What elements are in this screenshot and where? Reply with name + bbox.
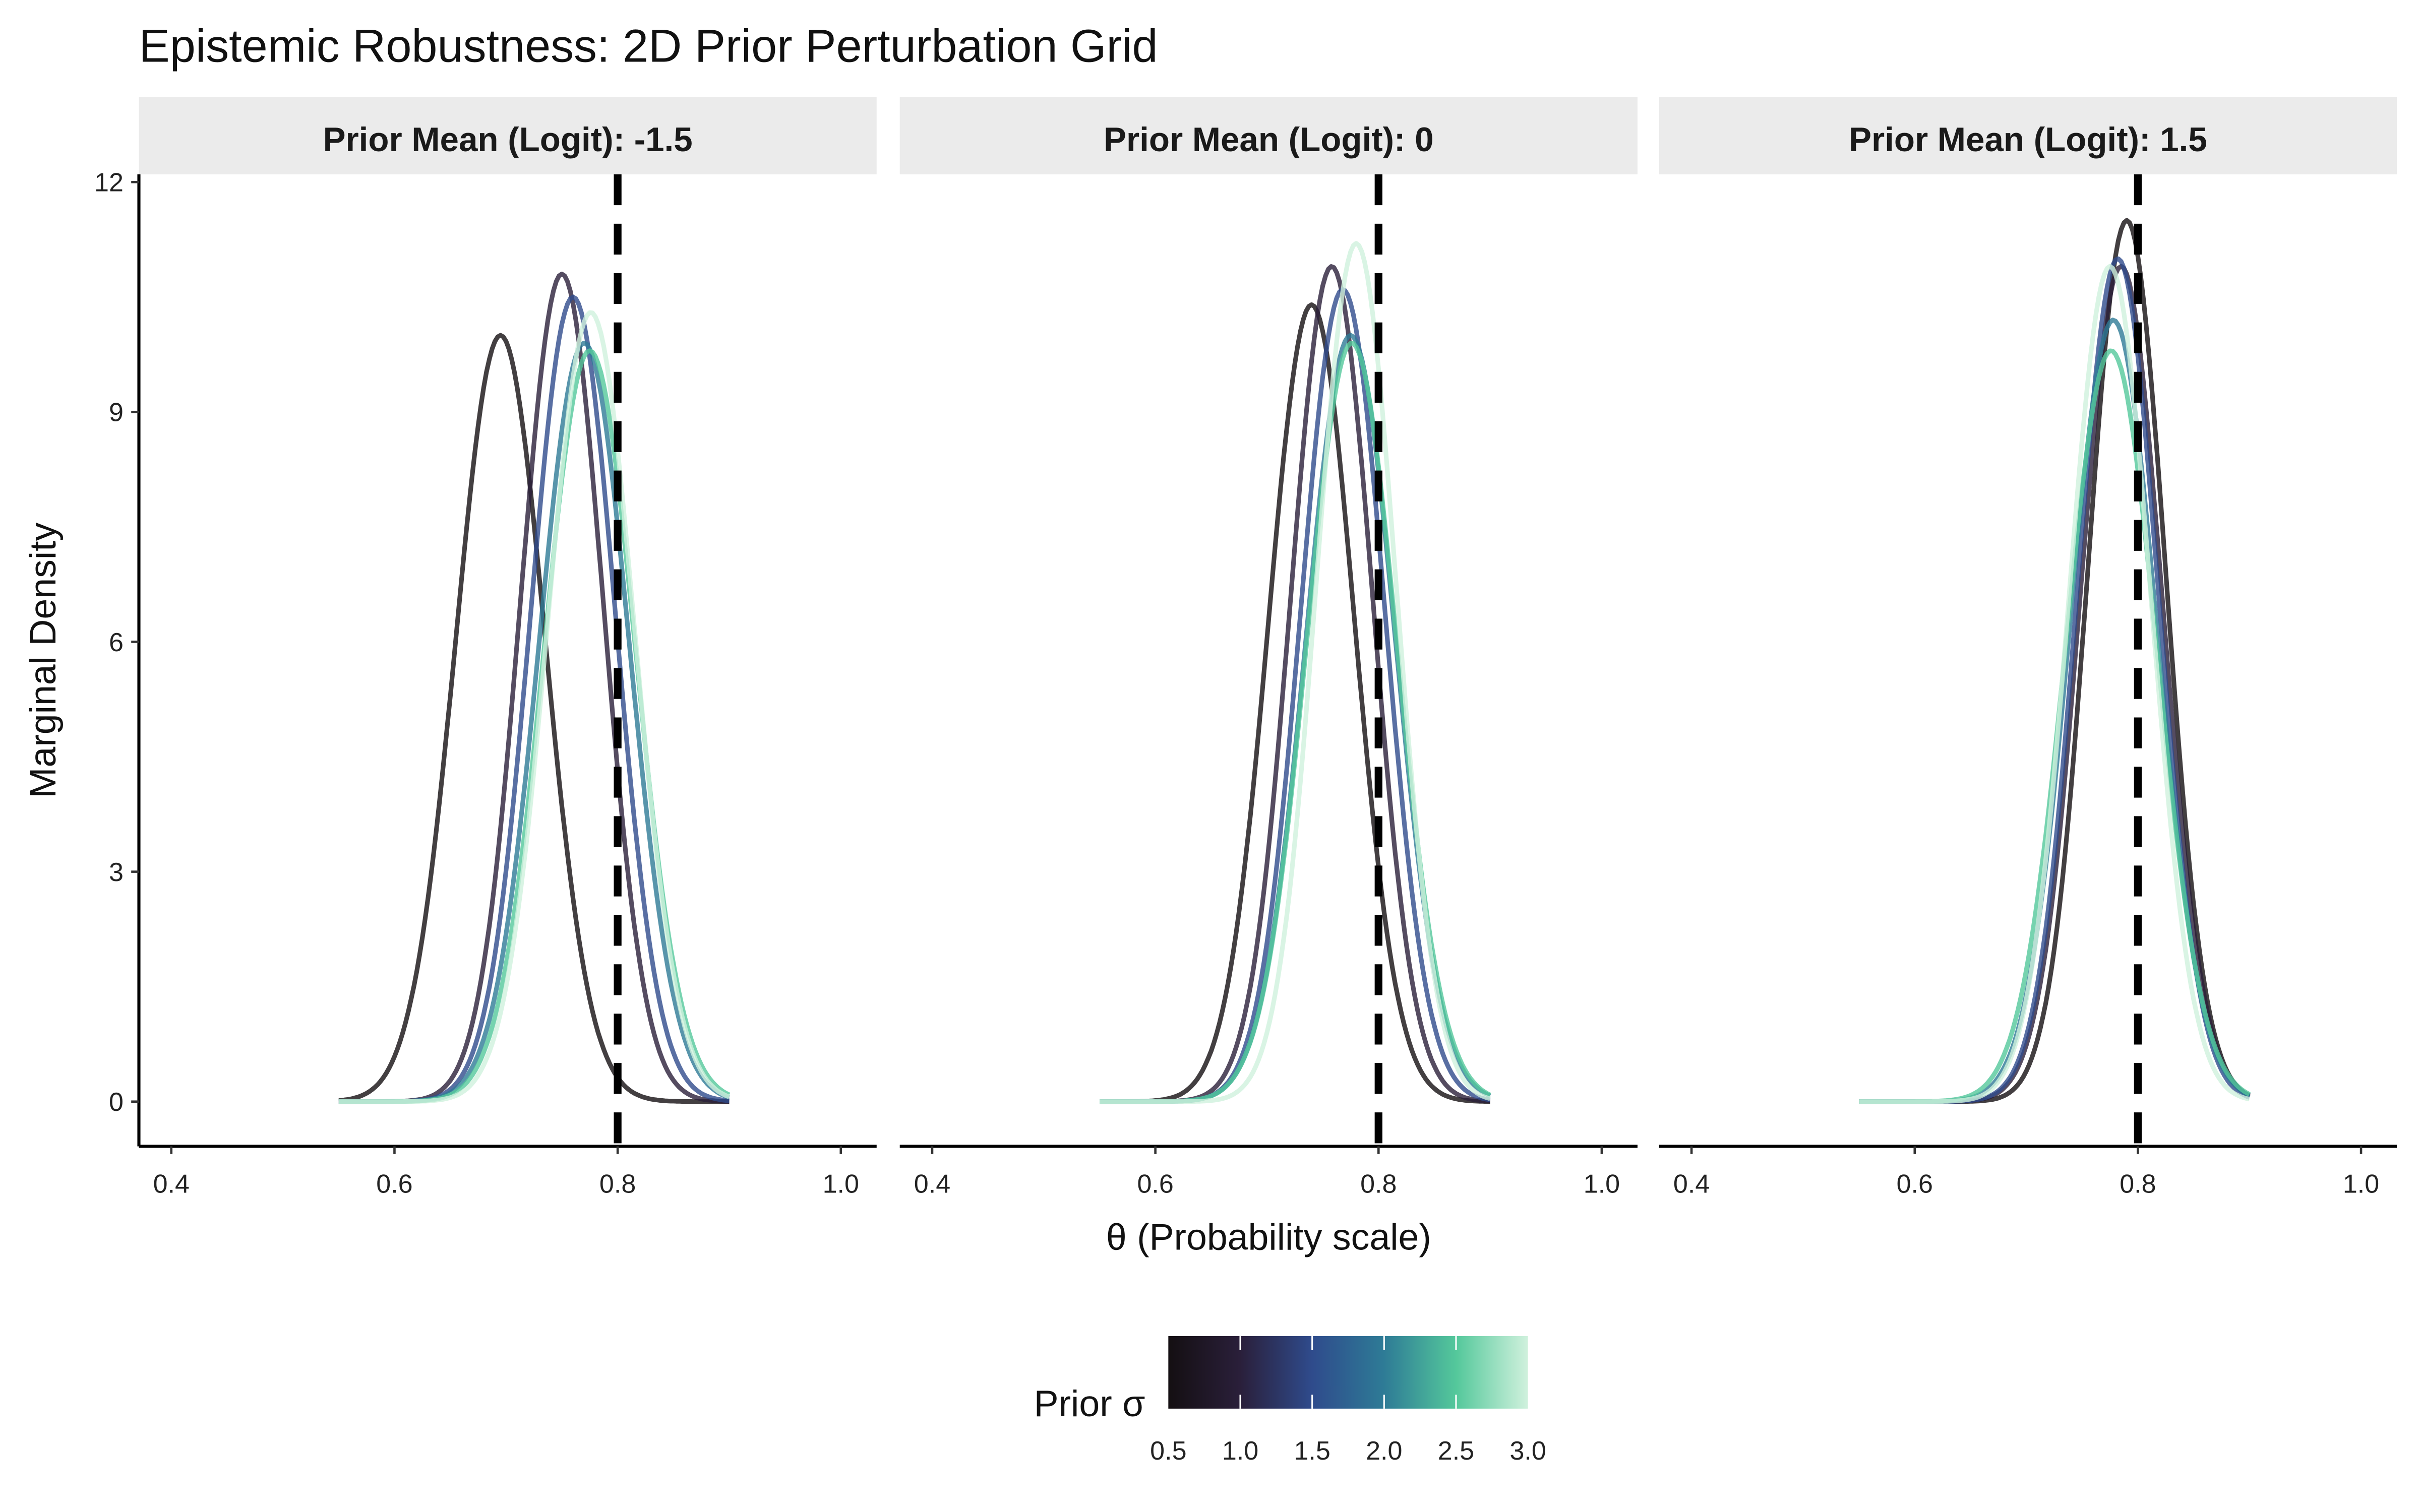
y-axis-title: Marginal Density — [22, 522, 64, 798]
legend-tick-label: 3.0 — [1509, 1436, 1546, 1466]
x-tick-label: 0.8 — [1360, 1169, 1397, 1199]
chart-title: Epistemic Robustness: 2D Prior Perturbat… — [139, 20, 1158, 72]
y-tick-label: 12 — [94, 168, 124, 198]
x-tick-label: 0.6 — [376, 1169, 412, 1199]
legend-tick-label: 1.5 — [1294, 1436, 1330, 1466]
legend-tick-label: 2.0 — [1366, 1436, 1402, 1466]
y-tick-label: 6 — [109, 628, 124, 657]
legend: Prior σ 0.5 1.0 1.5 2.0 2.5 3.0 — [1034, 1336, 1546, 1466]
facet-label: Prior Mean (Logit): 1.5 — [1849, 121, 2207, 159]
x-tick-label: 1.0 — [823, 1169, 859, 1199]
y-tick-label: 9 — [109, 398, 124, 427]
panel-3: Prior Mean (Logit): 1.5 0.4 0.6 0.8 1.0 — [1659, 97, 2397, 1199]
density-curve-sigma-3 — [1859, 264, 2250, 1104]
panel-2: Prior Mean (Logit): 0 0.4 0.6 0.8 1.0 — [899, 97, 1638, 1199]
x-tick-label: 1.0 — [2343, 1169, 2379, 1199]
legend-ticks: 0.5 1.0 1.5 2.0 2.5 3.0 — [1150, 1336, 1546, 1466]
facet-label: Prior Mean (Logit): -1.5 — [323, 121, 693, 159]
x-tick-label: 0.4 — [153, 1169, 190, 1199]
legend-title: Prior σ — [1034, 1382, 1145, 1424]
facet-label: Prior Mean (Logit): 0 — [1104, 121, 1434, 159]
legend-tick-label: 1.0 — [1222, 1436, 1258, 1466]
density-curve-sigma-3 — [1100, 241, 1491, 1104]
x-tick-label: 0.6 — [1897, 1169, 1933, 1199]
x-tick-label: 0.8 — [599, 1169, 636, 1199]
density-curve-sigma-0.5 — [338, 333, 730, 1104]
x-tick-label: 0.6 — [1137, 1169, 1173, 1199]
facet-strip — [1659, 97, 2397, 174]
x-axis-title: θ (Probability scale) — [1106, 1216, 1431, 1258]
y-tick-label: 0 — [109, 1088, 124, 1117]
x-tick-label: 0.4 — [1673, 1169, 1710, 1199]
x-tick-label: 0.8 — [2120, 1169, 2156, 1199]
legend-tick-label: 2.5 — [1438, 1436, 1474, 1466]
panel-1: Prior Mean (Logit): -1.5 0.4 0.6 0.8 1.0 0 3 6 9… — [94, 97, 877, 1199]
legend-tick-label: 0.5 — [1150, 1436, 1186, 1466]
facet-strip — [139, 97, 877, 174]
density-curve-sigma-3 — [338, 310, 731, 1104]
x-tick-label: 0.4 — [914, 1169, 950, 1199]
facet-strip — [899, 97, 1638, 174]
x-tick-label: 1.0 — [1584, 1169, 1620, 1199]
y-tick-label: 3 — [109, 858, 124, 887]
colorbar — [1168, 1336, 1528, 1409]
panels: Prior Mean (Logit): -1.5 0.4 0.6 0.8 1.0 0 3 6 9… — [94, 97, 2397, 1199]
